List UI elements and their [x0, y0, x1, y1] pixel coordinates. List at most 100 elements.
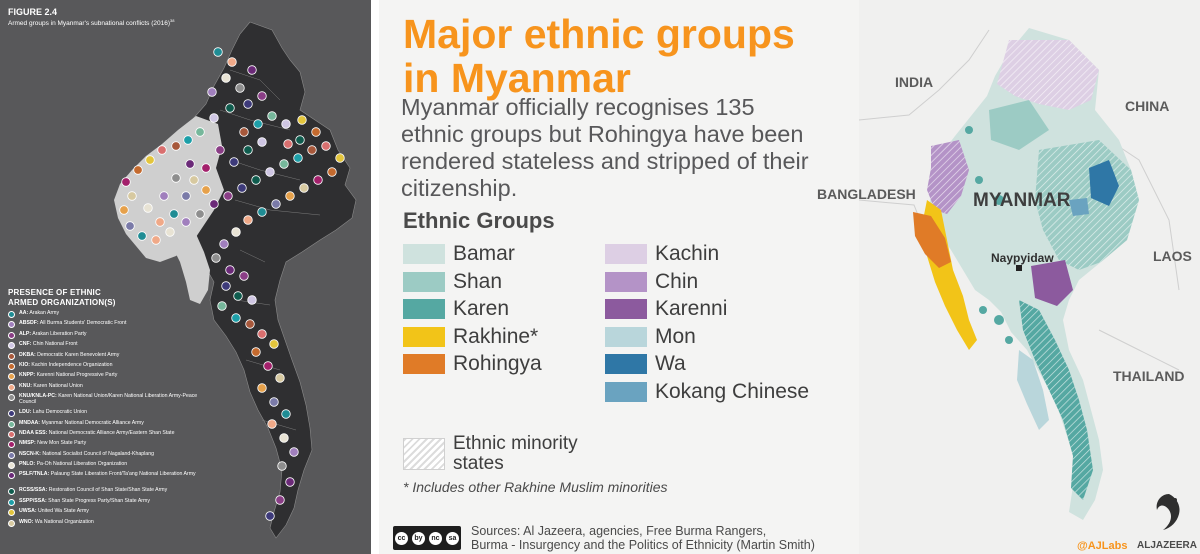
legend-group-item: Rakhine*: [403, 325, 538, 349]
creative-commons-badge: cc by nc sa: [393, 526, 461, 550]
sources-line2: Burma - Insurgency and the Politics of E…: [471, 538, 815, 552]
armed-group-marker: [257, 91, 267, 101]
armed-group-marker: [181, 217, 191, 227]
armed-group-marker: [171, 173, 181, 183]
legend-org-item: CNF: Chin National Front: [8, 341, 238, 351]
armed-group-marker: [201, 185, 211, 195]
armed-group-marker: [219, 239, 229, 249]
armed-group-marker: [257, 329, 267, 339]
group-label: Bamar: [453, 242, 515, 265]
org-color-dot-icon: [8, 394, 15, 402]
org-color-dot-icon: [8, 441, 15, 449]
armed-group-marker: [265, 511, 275, 521]
org-abbr: NDAA ESS:: [19, 429, 48, 436]
group-label: Chin: [655, 269, 699, 293]
country-china: CHINA: [1125, 98, 1170, 114]
armed-group-marker: [257, 137, 267, 147]
light-region: [114, 116, 224, 262]
figure-subtitle-ref: 38: [170, 18, 175, 23]
armed-group-marker: [221, 281, 231, 291]
legend-org-item: LDU: Lahu Democratic Union: [8, 409, 238, 419]
armed-group-marker: [267, 419, 277, 429]
armed-group-marker: [297, 115, 307, 125]
armed-groups-map: [114, 21, 357, 539]
armed-group-marker: [185, 159, 195, 169]
org-abbr: UWSA:: [19, 508, 37, 515]
armed-group-marker: [265, 167, 275, 177]
legend-org-item: SSPP/SSA: Shan State Progress Party/Shan…: [8, 498, 238, 508]
org-name: Kachin Independence Organization: [31, 361, 113, 368]
armed-group-marker: [253, 119, 263, 129]
group-label: Rohingya: [453, 352, 542, 375]
armed-group-marker: [279, 433, 289, 443]
armed-group-marker: [195, 127, 205, 137]
armed-group-marker: [247, 65, 257, 75]
armed-group-marker: [171, 141, 181, 151]
org-name: Pa-Oh National Liberation Organization: [36, 461, 128, 468]
org-color-dot-icon: [8, 509, 15, 517]
armed-group-marker: [223, 191, 233, 201]
light-region-2: [172, 226, 210, 304]
legend-org-item: KNU: Karen National Union: [8, 383, 238, 393]
armed-group-marker: [201, 163, 211, 173]
legend-org-item: NDAA ESS: National Democratic Alliance A…: [8, 430, 238, 440]
org-abbr: LDU:: [19, 409, 32, 416]
armed-group-marker: [207, 87, 217, 97]
org-abbr: MNDAA:: [19, 419, 41, 426]
org-color-dot-icon: [8, 498, 15, 506]
org-color-dot-icon: [8, 373, 15, 381]
org-name: Chin National Front: [32, 341, 78, 348]
org-abbr: PSLF/TNLA:: [19, 471, 50, 478]
org-abbr: RCSS/SSA:: [19, 487, 48, 494]
org-color-dot-icon: [8, 462, 15, 470]
org-abbr: WNO:: [19, 518, 34, 525]
armed-group-marker: [125, 221, 135, 231]
legend-title-line2: ARMED ORGANIZATION(S): [8, 298, 116, 307]
group-label: Wa: [655, 352, 686, 375]
armed-group-marker: [269, 397, 279, 407]
nc-icon: nc: [429, 531, 442, 545]
org-name: Restoration Council of Shan State/Shan S…: [48, 487, 168, 494]
minority-label: Ethnic minority states: [453, 433, 578, 474]
aljazeera-brand: ALJAZEERA: [1137, 540, 1198, 551]
sa-icon: sa: [446, 531, 459, 545]
armed-group-marker: [293, 153, 303, 163]
org-color-dot-icon: [8, 331, 15, 339]
region-kokang: [1069, 198, 1089, 216]
armed-group-marker: [289, 447, 299, 457]
armed-group-marker: [189, 175, 199, 185]
legend-org-item: KNU/KNLA-PC: Karen National Union/Karen …: [8, 393, 238, 409]
armed-group-marker: [311, 127, 321, 137]
org-text: LDU: Lahu Democratic Union: [19, 409, 87, 415]
org-name: Karen National Union/Karen National Libe…: [19, 393, 198, 406]
legend-org-item: ABSDF: All Burma Students' Democratic Fr…: [8, 320, 238, 330]
footnote: * Includes other Rakhine Muslim minoriti…: [403, 479, 668, 495]
legend-org-item: KIO: Kachin Independence Organization: [8, 362, 238, 372]
legend-org-item: AA: Arakan Army: [8, 310, 238, 320]
cc-icon: cc: [395, 531, 408, 545]
org-text: ALP: Arakan Liberation Party: [19, 331, 86, 337]
armed-group-marker: [335, 153, 345, 163]
org-text: PNLO: Pa-Oh National Liberation Organiza…: [19, 461, 127, 467]
org-abbr: KNU/KNLA-PC:: [19, 393, 57, 400]
org-name: Karen National Union: [33, 382, 83, 389]
armed-group-marker: [295, 135, 305, 145]
armed-group-marker: [243, 99, 253, 109]
org-color-dot-icon: [8, 410, 15, 418]
org-color-dot-icon: [8, 488, 15, 496]
armed-group-marker: [215, 145, 225, 155]
org-name: United Wa State Army: [38, 508, 89, 515]
legend-org-item: NSCN-K: National Socialist Council of Na…: [8, 451, 238, 461]
org-text: PSLF/TNLA: Palaung State Liberation Fron…: [19, 471, 199, 477]
armed-group-marker: [225, 103, 235, 113]
armed-group-marker: [257, 207, 267, 217]
legend-group-item: Bamar: [403, 242, 515, 266]
legend-group-item: Shan: [403, 270, 502, 294]
org-name: New Mon State Party: [37, 440, 87, 447]
group-swatch: [605, 326, 647, 347]
country-thailand: THAILAND: [1113, 368, 1185, 384]
group-swatch: [605, 299, 647, 319]
armed-group-marker: [285, 191, 295, 201]
group-label: Karen: [453, 297, 510, 320]
org-text: WNO: Wa National Organization: [19, 519, 94, 525]
